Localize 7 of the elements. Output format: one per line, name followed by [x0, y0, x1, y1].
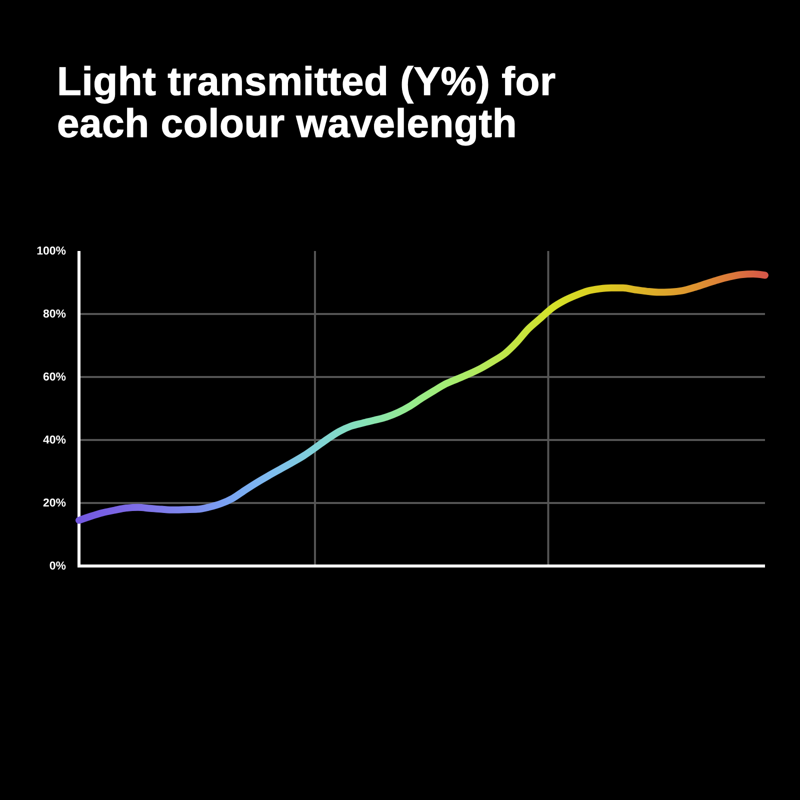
y-tick-label: 60% — [42, 372, 66, 384]
y-tick-label: 100% — [36, 246, 66, 258]
y-tick-label: 0% — [49, 560, 66, 573]
chart-title: Light transmitted (Y%) for each colour wavelength — [57, 60, 556, 146]
y-tick-label: 80% — [42, 308, 66, 321]
y-tick-label: 40% — [42, 434, 66, 447]
y-tick-label: 20% — [42, 498, 66, 510]
